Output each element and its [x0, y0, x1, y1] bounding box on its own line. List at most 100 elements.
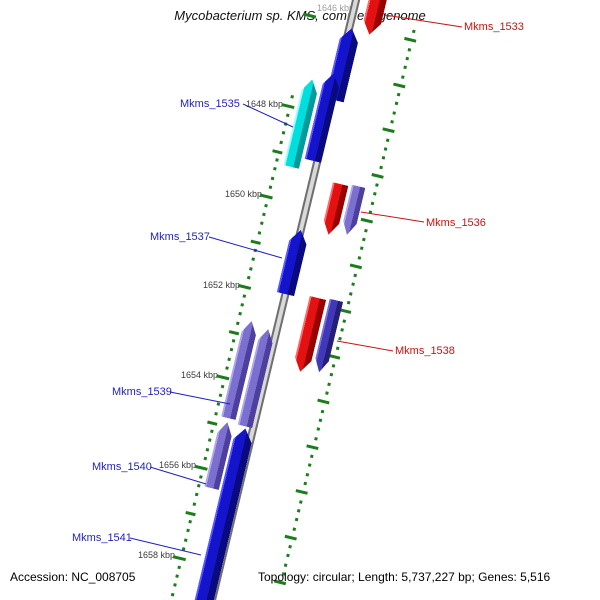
ruler-dot [173, 583, 177, 587]
ruler-dot [210, 429, 214, 434]
ruler-dot [349, 262, 363, 269]
ruler-dot [186, 529, 190, 533]
ruler-dot [228, 329, 240, 335]
ruler-label-1652: 1652 kbp [202, 280, 240, 290]
ruler-dot [281, 103, 295, 110]
ruler-dot [242, 293, 247, 298]
ruler-dot [194, 492, 199, 497]
ruler-dot [268, 185, 273, 190]
ruler-dot [296, 508, 301, 513]
ruler-dot [372, 192, 377, 196]
accession-text: Accession: NC_008705 [10, 570, 136, 584]
ruler-dot [396, 92, 401, 97]
ruler-dot [335, 346, 340, 350]
ruler-dot [303, 481, 308, 486]
ruler-dot [314, 436, 318, 441]
ruler-dot [275, 158, 279, 162]
gene-label-mkms-1540[interactable]: Mkms_1540 [92, 461, 152, 473]
ruler-dot [368, 210, 373, 215]
ruler-dot [270, 176, 275, 180]
ruler-dot [229, 348, 234, 352]
ruler-dot [383, 147, 388, 151]
gene-label-mkms-1535[interactable]: Mkms_1535 [180, 98, 240, 110]
ruler-dot [316, 427, 321, 432]
ruler-dot [392, 110, 397, 115]
ruler-dot [283, 122, 288, 126]
ruler-dot [203, 456, 208, 461]
ruler-dot [351, 282, 355, 287]
gene-label-mkms-1538[interactable]: Mkms_1538 [395, 345, 455, 357]
ruler-dot [407, 47, 412, 52]
ruler-dot [327, 382, 331, 386]
ruler-dot [183, 538, 188, 542]
ruler-dot [227, 357, 232, 361]
ruler-dot [353, 273, 357, 278]
ruler-dot [264, 203, 268, 208]
gene-label-mkms-1537[interactable]: Mkms_1537 [150, 231, 210, 243]
ruler-dot [216, 374, 230, 381]
ruler-dot [292, 526, 297, 531]
ruler-dot [284, 534, 298, 541]
ruler-dot [240, 302, 245, 307]
ruler-dot [231, 339, 236, 343]
ruler-dot [272, 167, 277, 171]
ruler-dot [253, 248, 258, 253]
ruler-dot [250, 239, 262, 245]
gene-label-mkms-1541[interactable]: Mkms_1541 [72, 532, 132, 544]
leader-mkms-1538 [336, 340, 394, 352]
ruler-dot [262, 212, 266, 217]
ruler-dot [381, 156, 386, 160]
ruler-dot [379, 165, 384, 169]
ruler-dot [329, 373, 334, 377]
ruler-dot [318, 418, 323, 423]
ruler-dot [207, 420, 218, 426]
genome-track [170, 0, 417, 600]
ruler-dot [342, 318, 347, 323]
ruler-dot [283, 563, 288, 567]
ruler-dot [249, 266, 253, 271]
leader-mkms-1537 [208, 236, 283, 259]
ruler-dot [362, 237, 366, 242]
ruler-dot [172, 555, 187, 562]
ruler-dot [194, 464, 208, 471]
ruler-dot [370, 201, 375, 205]
ruler-dot [404, 36, 417, 43]
ruler-dot [205, 447, 210, 452]
gene-arrow-mkms-1536[interactable] [321, 182, 349, 236]
ruler-dot [251, 257, 255, 262]
ruler-label-1646: 1646 kbp [316, 3, 354, 13]
ruler-label-1650: 1650 kbp [224, 189, 262, 199]
ruler-dot [394, 101, 399, 106]
ruler-dot [375, 183, 379, 187]
ruler-dot [360, 217, 373, 224]
ruler-dot [281, 131, 286, 135]
ruler-dot [357, 255, 362, 260]
ruler-dot [390, 119, 394, 124]
ruler-dot [364, 228, 368, 233]
gene-label-mkms-1533[interactable]: Mkms_1533 [464, 21, 524, 33]
ruler-dot [401, 74, 405, 79]
ruler-dot [220, 384, 225, 388]
gene-arrow-mkms-1537[interactable] [277, 228, 310, 296]
ruler-dot [236, 321, 240, 325]
ruler-dot [405, 56, 410, 61]
ruler-dot [294, 517, 299, 522]
ruler-dot [246, 275, 251, 280]
ruler-dot [177, 565, 182, 569]
ruler-dot [214, 411, 218, 416]
ruler-dot [295, 489, 308, 495]
ruler-dot [216, 402, 221, 407]
ruler-label-1654: 1654 kbp [180, 370, 218, 380]
ruler-dot [346, 300, 351, 305]
ruler-dot [349, 291, 353, 296]
gene-label-mkms-1536[interactable]: Mkms_1536 [426, 217, 486, 229]
ruler-dot [385, 138, 390, 142]
ruler-dot [288, 545, 292, 549]
ruler-dot [170, 592, 175, 596]
ruler-dot [338, 337, 342, 341]
gene-label-mkms-1539[interactable]: Mkms_1539 [112, 386, 172, 398]
ruler-dot [181, 547, 186, 551]
ruler-dot [309, 454, 314, 459]
ruler-dot [340, 327, 344, 332]
